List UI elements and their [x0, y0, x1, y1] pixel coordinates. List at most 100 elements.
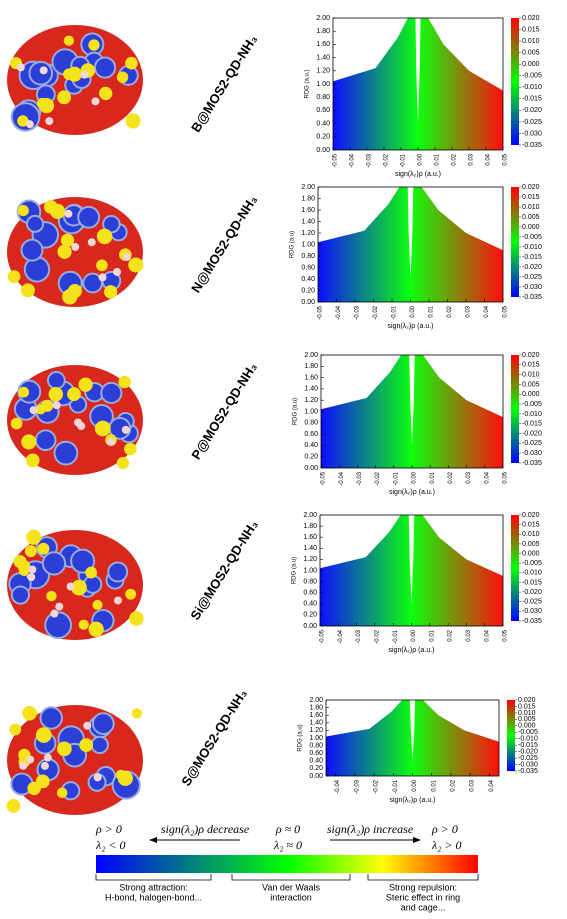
- y-tick-label: 0.60: [301, 264, 315, 271]
- x-tick-label: 0.00: [411, 629, 417, 641]
- molecule-atom: [48, 387, 63, 402]
- colorbar-tick-label: 0.000: [522, 391, 540, 398]
- y-tick-label: 0.40: [303, 601, 317, 608]
- x-tick-label: 0.00: [412, 779, 418, 791]
- x-tick-label: -0.01: [393, 779, 399, 793]
- y-tick-label: 1.60: [303, 534, 317, 541]
- colorbar-tick-label: -0.005: [522, 234, 542, 241]
- y-tick-label: 2.00: [303, 512, 317, 519]
- molecule-ring: [77, 205, 101, 229]
- molecule-atom: [103, 285, 118, 299]
- colorbar-tick-label: 0.000: [522, 224, 540, 231]
- molecule-atom: [78, 377, 93, 392]
- colorbar-tick-label: -0.005: [522, 73, 542, 80]
- molecule-atom: [50, 609, 59, 618]
- bracket: [367, 874, 479, 881]
- molecule-atom: [41, 399, 54, 412]
- y-tick-label: 1.20: [301, 230, 315, 237]
- molecule-atom: [56, 787, 68, 799]
- x-tick-label: 0.01: [429, 305, 435, 317]
- legend-box-text: Steric effect in ring: [386, 892, 460, 902]
- molecule-ring: [93, 56, 117, 79]
- y-tick-label: 0.80: [304, 420, 318, 427]
- molecule-atom: [40, 761, 49, 770]
- molecule-atom: [16, 63, 25, 72]
- colorbar-tick-label: -0.025: [522, 119, 542, 126]
- x-tick-label: -0.04: [336, 305, 342, 319]
- legend-text: λ₂ ≈ 0: [273, 838, 302, 852]
- legend-colorbar: [96, 855, 478, 873]
- colorbar-tick-label: 0.015: [522, 194, 540, 201]
- panel-label: N@MOS2-QD-NH₃: [188, 193, 260, 296]
- x-tick-label: -0.02: [384, 153, 390, 167]
- y-tick-label: 1.40: [304, 386, 318, 393]
- y-tick-label: 1.00: [301, 241, 315, 248]
- molecule-image: [6, 705, 143, 815]
- legend-box-text: interaction: [270, 892, 312, 902]
- molecule-atom: [96, 228, 113, 245]
- molecule-atom: [57, 244, 72, 259]
- panel-label: B@MOS2-QD-NH₃: [188, 32, 260, 135]
- molecule-ring: [53, 440, 79, 466]
- y-axis-label: RDG (a.u): [298, 724, 304, 751]
- colorbar-tick-label: -0.010: [522, 84, 542, 91]
- y-tick-label: 0.60: [309, 750, 323, 757]
- colorbar-tick-label: -0.035: [522, 460, 542, 467]
- molecule-atom: [78, 619, 89, 630]
- molecule-atom: [74, 418, 83, 427]
- x-axis-label: sign(λ₂)ρ (a.u.): [390, 797, 436, 804]
- molecule-atom: [91, 97, 100, 106]
- x-tick-label: 0.05: [503, 153, 509, 165]
- x-tick-label: 0.05: [503, 629, 509, 641]
- molecule-atom: [56, 741, 72, 757]
- colorbar-tick-label: 0.020: [522, 512, 540, 519]
- molecule-atom: [52, 401, 61, 410]
- y-tick-label: 0.40: [309, 758, 323, 765]
- molecule-ring: [44, 611, 73, 639]
- y-tick-label: 0.20: [316, 134, 330, 141]
- x-tick-label: -0.03: [356, 629, 362, 643]
- colorbar-tick-label: 0.010: [522, 531, 540, 538]
- molecule-ring: [41, 551, 67, 576]
- y-tick-label: 1.80: [316, 28, 330, 35]
- x-tick-label: 0.05: [503, 471, 509, 483]
- molecule-atom: [18, 386, 30, 398]
- colorbar: [511, 355, 519, 463]
- molecule-atom: [26, 529, 42, 545]
- bracket: [231, 874, 351, 881]
- y-tick-label: 0.60: [304, 431, 318, 438]
- y-tick-label: 0.40: [304, 442, 318, 449]
- molecule-atom: [25, 120, 34, 129]
- colorbar: [511, 515, 519, 621]
- molecule-ring: [20, 238, 44, 262]
- x-tick-label: 0.00: [412, 471, 418, 483]
- molecule-atom: [113, 267, 122, 276]
- colorbar-tick-label: -0.015: [522, 421, 542, 428]
- y-tick-label: 2.00: [301, 184, 315, 191]
- molecule-atom: [116, 71, 129, 83]
- molecule-atom: [125, 56, 138, 70]
- x-tick-label: -0.05: [320, 629, 326, 643]
- molecule-atom: [129, 611, 144, 626]
- x-tick-label: -0.02: [374, 779, 380, 793]
- molecule-image: [7, 529, 144, 640]
- x-tick-label: -0.04: [339, 471, 345, 485]
- colorbar-tick-label: 0.020: [522, 352, 540, 359]
- molecule-ring: [100, 381, 123, 405]
- x-tick-label: 0.02: [448, 471, 454, 483]
- legend-box-text: Van der Waals: [262, 882, 321, 892]
- y-axis-label: RDG (a.u.): [305, 69, 311, 98]
- y-tick-label: 1.80: [301, 195, 315, 202]
- y-tick-label: 1.80: [304, 363, 318, 370]
- molecule-atom: [88, 621, 104, 637]
- colorbar-tick-label: -0.005: [518, 729, 538, 736]
- molecule-atom: [80, 70, 89, 79]
- molecule-image: [7, 197, 144, 307]
- y-tick-label: 0.20: [303, 612, 317, 619]
- y-tick-label: 0.80: [316, 94, 330, 101]
- molecule-atom: [55, 602, 64, 611]
- legend-box-text: and cage...: [401, 902, 446, 912]
- x-tick-label: 0.01: [431, 779, 437, 791]
- colorbar-tick-label: 0.005: [522, 214, 540, 221]
- colorbar-tick-label: -0.035: [518, 768, 538, 775]
